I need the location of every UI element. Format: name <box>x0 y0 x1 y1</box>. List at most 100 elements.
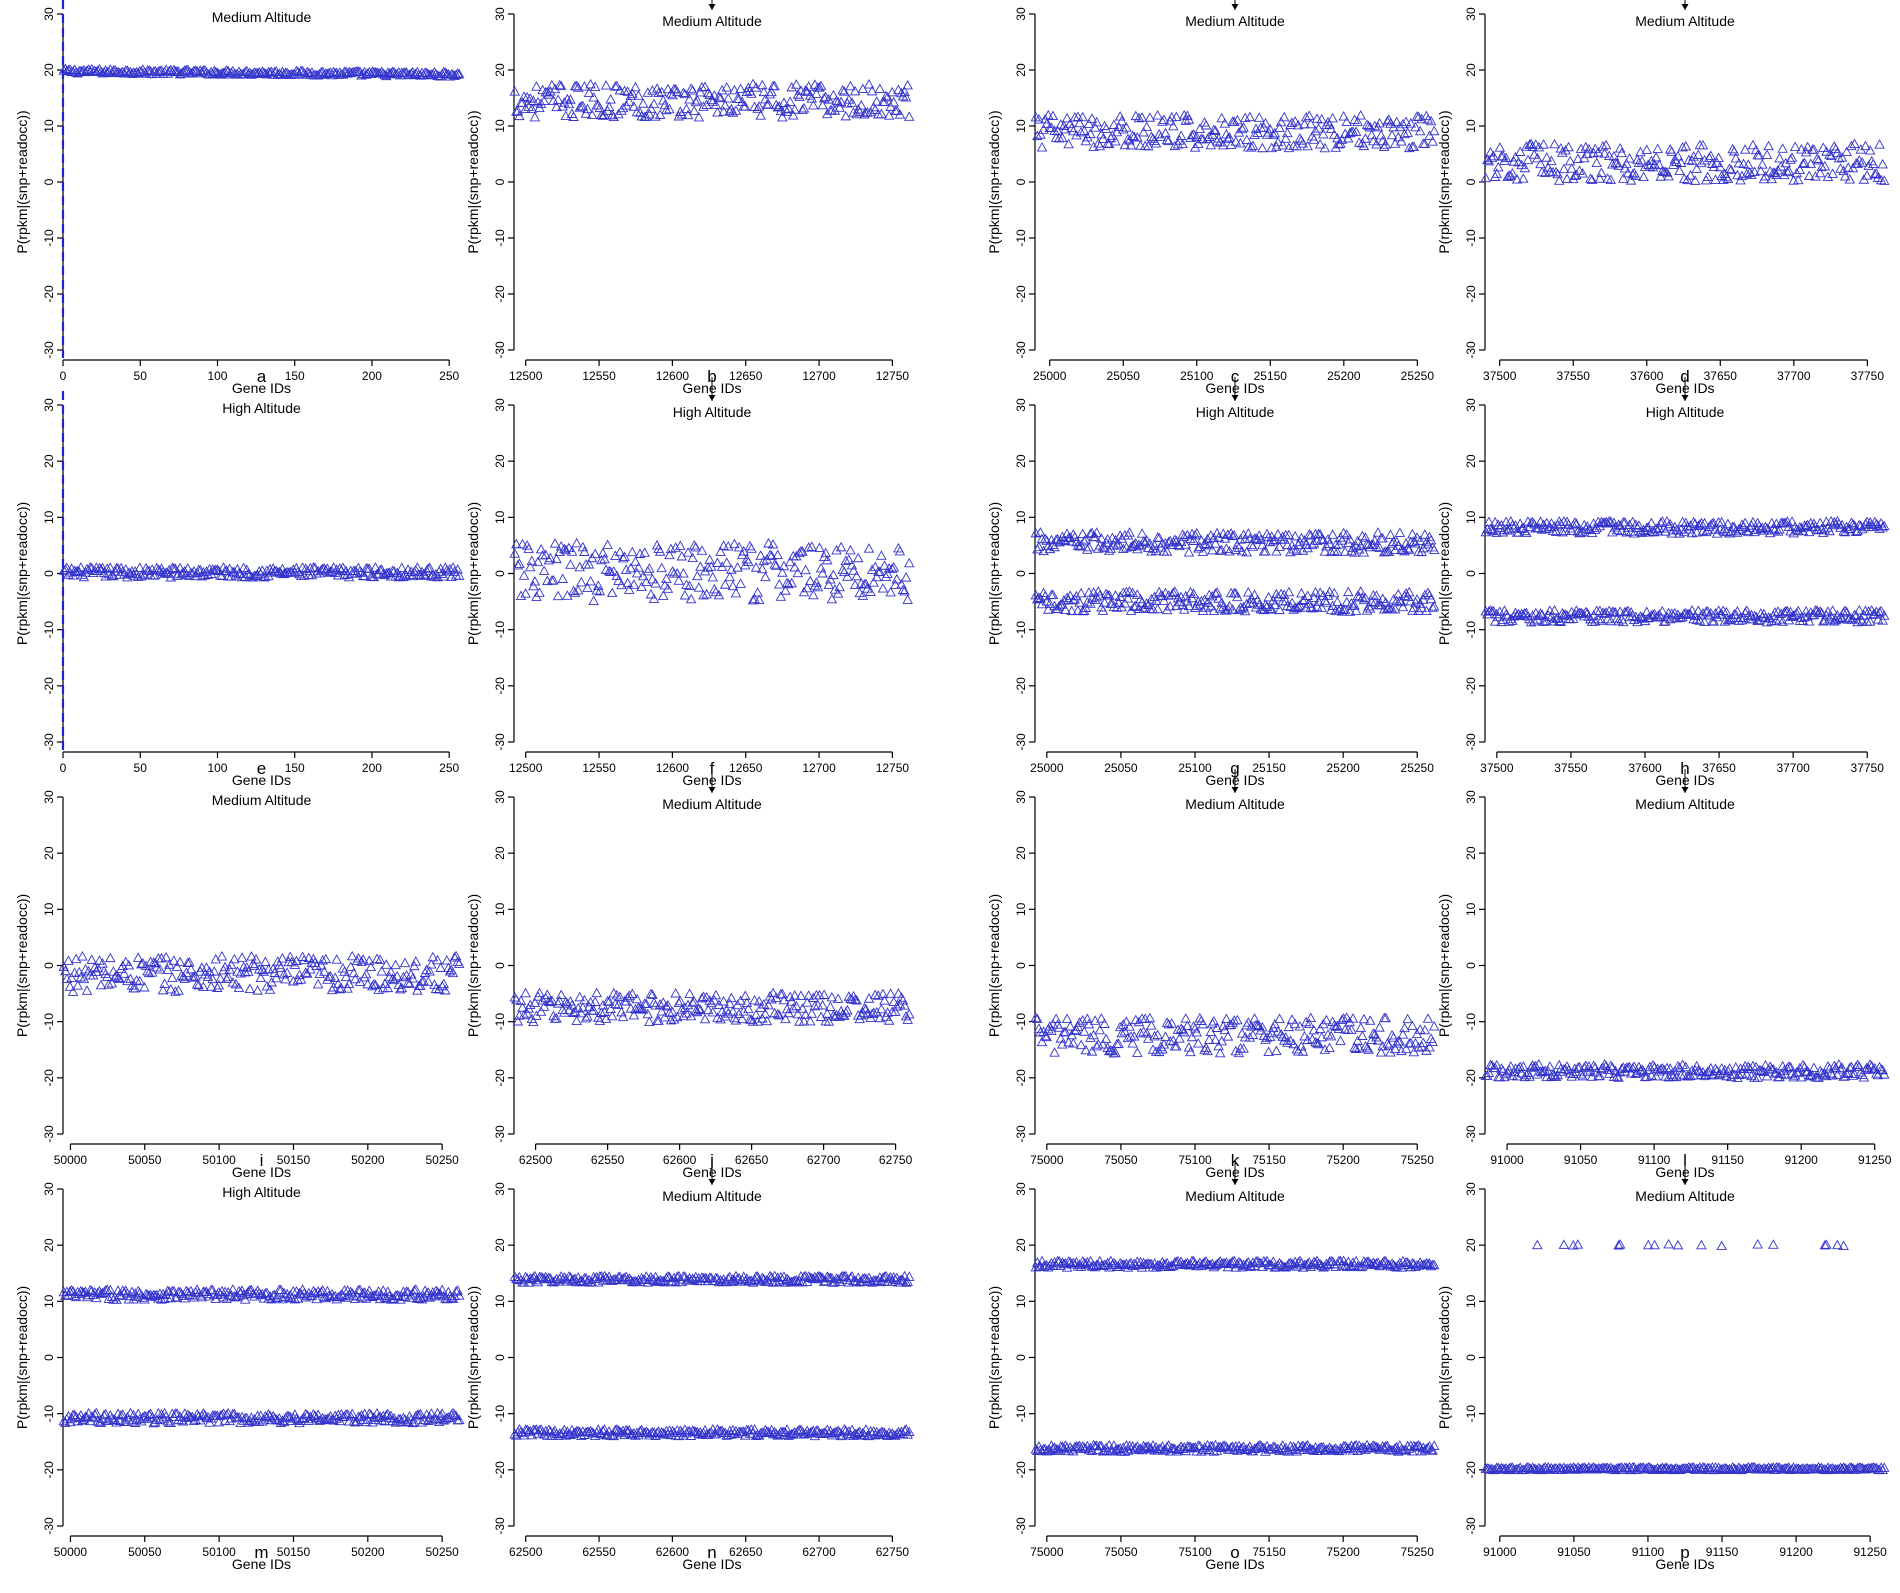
y-axis-label: P(rpkm|(snp+readocc)) <box>465 894 481 1037</box>
y-tick-label: -30 <box>1464 341 1478 359</box>
data-point <box>714 591 723 599</box>
data-point <box>756 1003 765 1011</box>
y-tick-label: 30 <box>493 1182 507 1196</box>
data-point <box>516 98 525 106</box>
data-point <box>1272 1047 1281 1055</box>
data-point <box>854 554 863 562</box>
data-point <box>589 596 598 604</box>
data-point <box>869 103 878 111</box>
data-point <box>741 561 750 569</box>
x-tick-label: 200 <box>362 761 382 775</box>
data-point <box>1550 140 1559 148</box>
data-point <box>1138 529 1147 537</box>
x-tick-label: 100 <box>207 761 227 775</box>
panel-i: -30-20-100102030P(rpkm|(snp+readocc))500… <box>14 790 464 1180</box>
y-tick-label: -30 <box>1014 341 1028 359</box>
series <box>510 1272 913 1287</box>
data-point <box>540 566 549 574</box>
panel-title: Medium Altitude <box>212 9 312 25</box>
data-point <box>1380 1014 1389 1022</box>
y-tick-label: 10 <box>42 1294 56 1308</box>
data-point <box>594 101 603 109</box>
data-point <box>1227 589 1236 597</box>
y-tick-label: 20 <box>42 63 56 77</box>
data-point <box>1377 131 1386 139</box>
y-tick-label: 0 <box>1464 178 1478 185</box>
panel-title: Medium Altitude <box>662 1188 762 1204</box>
data-point <box>286 952 295 960</box>
y-tick-label: 30 <box>1014 1182 1028 1196</box>
y-axis-label: P(rpkm|(snp+readocc)) <box>986 1286 1002 1429</box>
data-point <box>1356 1023 1365 1031</box>
data-point <box>855 589 864 597</box>
y-tick-label: 10 <box>493 1294 507 1308</box>
data-point <box>866 587 875 595</box>
y-tick-label: -10 <box>42 1013 56 1031</box>
arrow-head-icon <box>1232 4 1239 10</box>
data-point <box>1220 119 1229 127</box>
data-point <box>801 566 810 574</box>
series <box>1031 1441 1438 1456</box>
x-tick-label: 62700 <box>807 1153 841 1167</box>
data-point <box>1425 131 1434 139</box>
x-axis-label: Gene IDs <box>232 1556 291 1572</box>
series <box>1031 1013 1438 1057</box>
data-point <box>217 952 226 960</box>
data-point <box>894 544 903 552</box>
y-tick-label: 30 <box>42 790 56 804</box>
data-point <box>688 553 697 561</box>
data-point <box>708 573 717 581</box>
data-point <box>1234 128 1243 136</box>
data-point <box>521 989 530 997</box>
data-point <box>1339 112 1348 120</box>
y-tick-label: 0 <box>1014 1354 1028 1361</box>
data-point <box>1481 174 1490 182</box>
data-point <box>1181 1014 1190 1022</box>
y-tick-label: 20 <box>42 454 56 468</box>
data-point <box>656 547 665 555</box>
data-point <box>685 989 694 997</box>
y-axis-label: P(rpkm|(snp+readocc)) <box>465 502 481 645</box>
series <box>59 1409 463 1427</box>
arrow-head-icon <box>709 4 716 10</box>
data-point <box>552 1014 561 1022</box>
x-tick-label: 75200 <box>1326 1545 1360 1559</box>
data-point <box>436 963 445 971</box>
y-tick-label: 10 <box>1014 902 1028 916</box>
y-tick-label: 0 <box>42 178 56 185</box>
data-point <box>1372 591 1381 599</box>
y-tick-label: -20 <box>42 285 56 303</box>
data-point <box>903 595 912 603</box>
data-point <box>892 575 901 583</box>
panel-c: -30-20-100102030P(rpkm|(snp+readocc))250… <box>986 0 1439 396</box>
series <box>59 563 463 581</box>
y-tick-label: 30 <box>42 398 56 412</box>
arrow-head-icon <box>1682 4 1689 10</box>
data-point <box>1120 141 1129 149</box>
data-point <box>591 997 600 1005</box>
data-point <box>550 1014 559 1022</box>
data-point <box>637 583 646 591</box>
x-tick-label: 50050 <box>128 1153 162 1167</box>
data-point <box>558 574 567 582</box>
y-axis-label: P(rpkm|(snp+readocc)) <box>465 110 481 253</box>
x-tick-label: 200 <box>362 369 382 383</box>
data-point <box>619 1013 628 1021</box>
data-point <box>1764 142 1773 150</box>
y-tick-label: -10 <box>42 229 56 247</box>
data-point <box>837 543 846 551</box>
data-point <box>1359 142 1368 150</box>
panel-n: -30-20-100102030P(rpkm|(snp+readocc))625… <box>465 1161 914 1572</box>
y-tick-label: 20 <box>1014 846 1028 860</box>
y-tick-label: -20 <box>1014 1461 1028 1479</box>
data-point <box>619 104 628 112</box>
data-point <box>1559 165 1568 173</box>
y-tick-label: 20 <box>493 1238 507 1252</box>
data-point <box>679 569 688 577</box>
data-point <box>566 560 575 568</box>
y-axis-label: P(rpkm|(snp+readocc)) <box>14 894 30 1037</box>
data-point <box>530 113 539 121</box>
arrow-head-icon <box>1682 395 1689 401</box>
data-point <box>793 1010 802 1018</box>
data-point <box>1373 601 1382 609</box>
